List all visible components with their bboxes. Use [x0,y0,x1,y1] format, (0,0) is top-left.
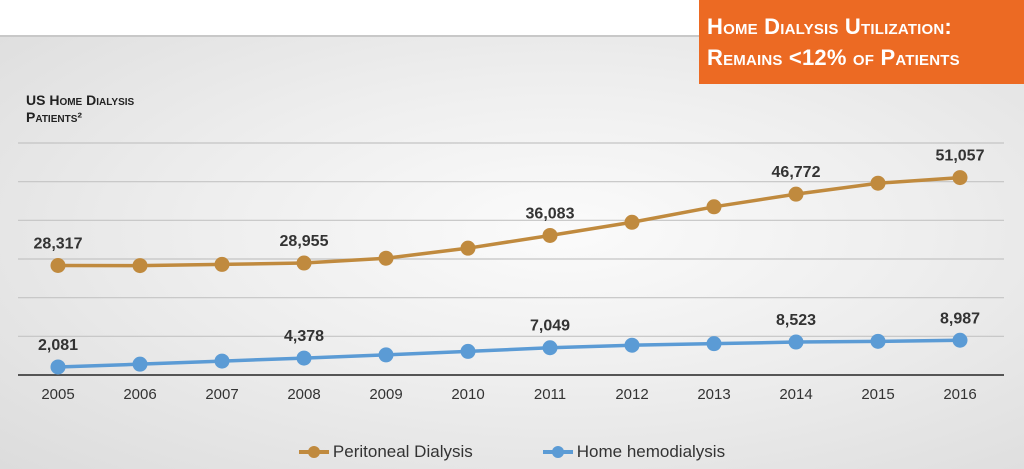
data-point [296,350,312,366]
data-point [952,332,968,348]
data-labels: 28,317 28,955 36,083 46,772 51,057 2,081 4,378… [34,148,985,354]
y-axis-label-line-1: US Home Dialysis [26,92,135,108]
x-tick-label: 2006 [123,386,156,403]
legend: Peritoneal Dialysis Home hemodialysis [0,438,1024,466]
data-point [706,199,722,215]
gridlines [18,142,1004,337]
chart-background [0,35,1024,469]
data-label: 28,317 [34,236,83,253]
data-point [624,337,640,353]
data-point [460,240,476,256]
data-point [952,170,968,186]
x-tick-label: 2005 [41,386,74,403]
data-point [214,256,230,272]
banner-title-line-1: Home Dialysis Utilization: [707,14,952,39]
data-point [296,255,312,271]
legend-label: Peritoneal Dialysis [332,442,473,461]
data-point [788,186,804,202]
data-label: 46,772 [772,164,821,181]
data-point [870,175,886,191]
banner-title-line-2: Remains <12% of Patients [707,45,960,70]
x-tick-label: 2009 [369,386,402,403]
x-tick-label: 2012 [615,386,648,403]
data-point [132,258,148,274]
data-point [870,333,886,349]
data-label: 4,378 [284,328,324,345]
data-label: 36,083 [526,205,575,222]
legend-item: Home hemodialysis [542,442,726,462]
data-label: 51,057 [936,148,985,165]
data-point [50,258,66,274]
data-label: 8,987 [940,310,980,327]
x-tick-label: 2008 [287,386,320,403]
legend-item: Peritoneal Dialysis [298,442,473,462]
x-tick-label: 2013 [697,386,730,403]
legend-marker-icon [298,446,329,458]
legend-label: Home hemodialysis [576,442,726,461]
x-tick-label: 2014 [779,386,812,403]
series-layer [50,170,968,375]
x-tick-label: 2011 [534,386,566,403]
data-point [50,359,66,375]
y-axis-label-line-2: Patients² [26,109,83,125]
top-divider [0,35,1024,37]
legend-marker-icon [542,446,573,458]
data-point [624,214,640,230]
series-line [57,338,961,369]
data-label: 28,955 [280,233,329,250]
data-point [542,340,558,356]
data-point [460,343,476,359]
data-point [214,353,230,369]
data-point [706,336,722,352]
series-line [57,175,961,268]
data-label: 8,523 [776,312,816,329]
x-axis: 2005 2006 2007 2008 2009 2010 2011 2012 2013 2014… [18,374,1004,403]
y-axis-label: US Home Dialysis Patients² [26,92,134,126]
data-point [788,334,804,350]
data-point [378,347,394,363]
title-banner: Home Dialysis Utilization: Remains <12% … [699,0,1024,84]
data-point [378,250,394,266]
x-tick-label: 2010 [451,386,484,403]
x-tick-label: 2007 [205,386,238,403]
data-label: 2,081 [38,337,78,354]
data-label: 7,049 [530,318,570,335]
x-tick-label: 2016 [943,386,976,403]
data-point [542,227,558,243]
x-tick-label: 2015 [861,386,894,403]
data-point [132,356,148,372]
